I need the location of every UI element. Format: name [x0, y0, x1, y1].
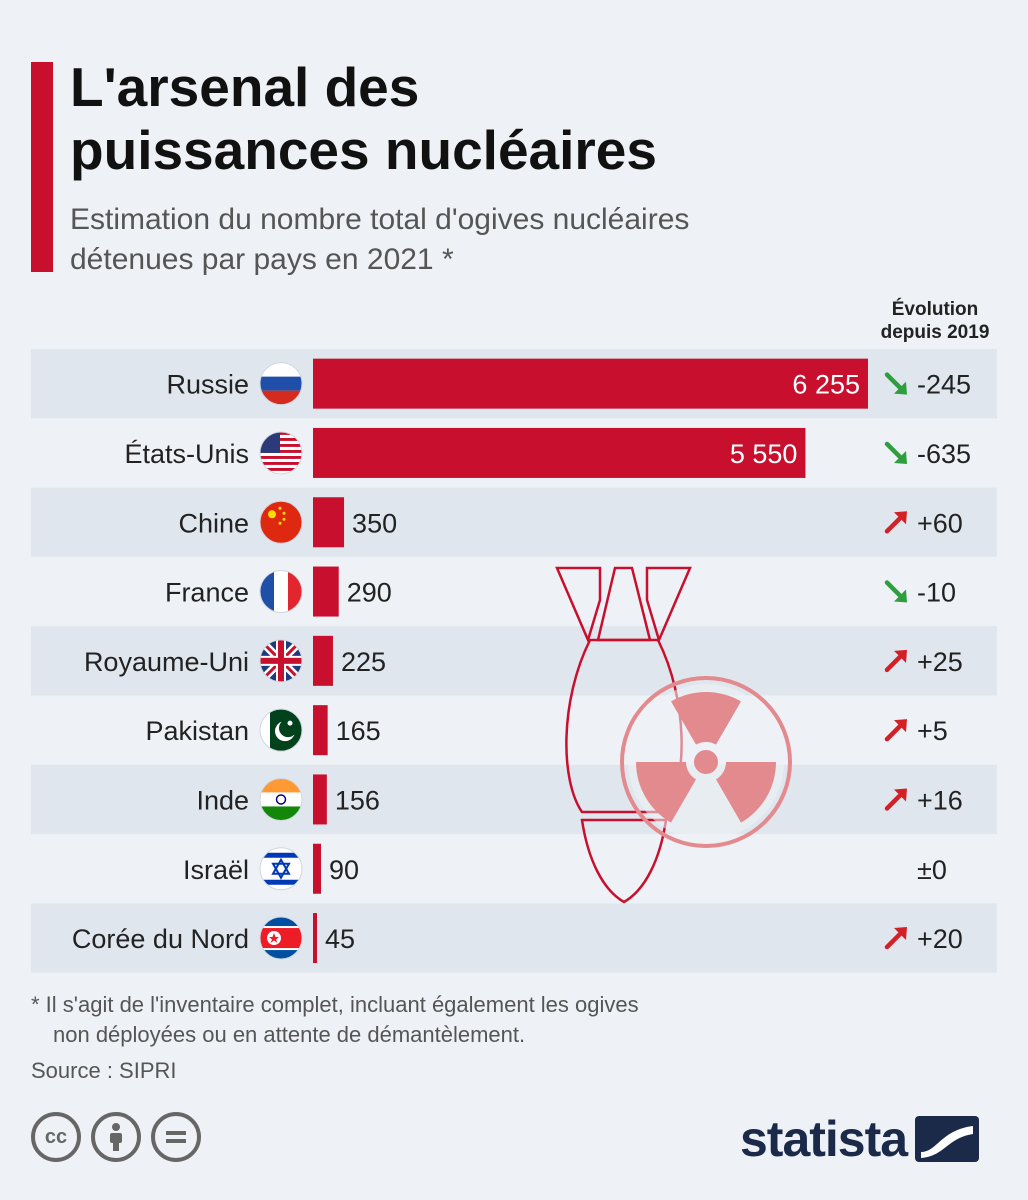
- chart-row: France 290 -10: [165, 566, 956, 617]
- evolution-value: -245: [917, 370, 971, 400]
- russia-flag-icon: [259, 362, 303, 406]
- row-band: [31, 764, 997, 835]
- bar: [313, 497, 345, 548]
- bar: [313, 843, 321, 894]
- bar: [313, 635, 333, 686]
- bar: [313, 913, 317, 964]
- bar: [313, 705, 328, 756]
- chart-row: Chine 350 +60: [178, 497, 963, 548]
- evolution-header-line-2: depuis 2019: [880, 322, 990, 343]
- arrow-up-icon: [884, 788, 907, 811]
- arrow-up-icon: [884, 719, 907, 742]
- footnote-line-1: * Il s'agit de l'inventaire complet, inc…: [31, 992, 639, 1017]
- bar: [313, 427, 806, 478]
- india-flag-icon: [259, 777, 303, 821]
- chart-subtitle: Estimation du nombre total d'ogives nucl…: [70, 200, 970, 280]
- chart-title: L'arsenal des puissances nucléaires: [70, 56, 970, 182]
- value-label: 156: [335, 785, 380, 815]
- france-flag-icon: [259, 570, 303, 614]
- israel-flag-icon: [259, 847, 303, 891]
- evolution-value: +16: [917, 785, 963, 815]
- arrow-up-icon: [884, 511, 907, 534]
- chart-row: Pakistan 165 +5: [145, 705, 948, 756]
- category-label: Royaume-Uni: [84, 647, 249, 677]
- category-label: Israël: [183, 855, 249, 885]
- footnote: * Il s'agit de l'inventaire complet, inc…: [31, 990, 991, 1050]
- evolution-value: +5: [917, 716, 948, 746]
- footnote-line-2: non déployées ou en attente de démantèle…: [53, 1022, 526, 1047]
- evolution-value: +20: [917, 924, 963, 954]
- title-line-2: puissances nucléaires: [70, 119, 657, 181]
- usa-flag-icon: [259, 431, 303, 475]
- brand-name: statista: [740, 1111, 908, 1167]
- value-label: 90: [329, 855, 359, 885]
- chart-row: Russie 6 255 -245: [166, 358, 971, 409]
- subtitle-line-2: détenues par pays en 2021 *: [70, 243, 454, 276]
- category-label: France: [165, 578, 249, 608]
- row-band: [31, 626, 997, 696]
- row-band: [31, 903, 997, 973]
- attribution-icon[interactable]: [91, 1112, 141, 1162]
- evolution-value: +25: [917, 647, 963, 677]
- arrow-down-icon: [884, 441, 907, 464]
- arrow-down-icon: [884, 372, 907, 395]
- license-icons: cc: [31, 1112, 201, 1162]
- title-accent-bar: [31, 62, 53, 272]
- bar: [313, 566, 339, 617]
- chart-row: Royaume-Uni 225 +25: [84, 635, 963, 686]
- arrow-down-icon: [884, 580, 907, 603]
- value-label: 290: [347, 578, 392, 608]
- pakistan-flag-icon: [259, 708, 303, 752]
- title-line-1: L'arsenal des: [70, 56, 420, 118]
- evolution-value: -10: [917, 578, 956, 608]
- evolution-value: +60: [917, 508, 963, 538]
- chart-row: États-Unis 5 550 -635: [124, 427, 971, 478]
- chart-row: Israël 90 ±0: [183, 843, 947, 894]
- category-label: États-Unis: [124, 439, 249, 469]
- arrow-up-icon: [884, 649, 907, 673]
- value-label: 165: [336, 716, 381, 746]
- evolution-value: ±0: [917, 855, 947, 885]
- evolution-header-line-1: Évolution: [891, 299, 979, 320]
- value-label: 6 255: [792, 370, 860, 400]
- uk-flag-icon: [259, 639, 303, 683]
- china-flag-icon: [259, 500, 303, 544]
- value-label: 45: [325, 924, 355, 954]
- subtitle-line-1: Estimation du nombre total d'ogives nucl…: [70, 203, 690, 236]
- bar: [313, 358, 868, 409]
- nuclear-bomb-illustration: [555, 566, 792, 904]
- evolution-value: -635: [917, 439, 971, 469]
- category-label: Corée du Nord: [72, 924, 249, 954]
- chart-row: Corée du Nord 45 +20: [72, 913, 963, 964]
- bar: [313, 774, 327, 825]
- value-label: 350: [352, 508, 397, 538]
- row-band: [31, 487, 997, 557]
- source-note: Source : SIPRI: [31, 1058, 177, 1083]
- category-label: Russie: [166, 370, 249, 400]
- evolution-column-header: Évolution depuis 2019: [860, 298, 1010, 344]
- category-label: Chine: [178, 508, 249, 538]
- category-label: Inde: [196, 785, 249, 815]
- statista-logo[interactable]: statista: [740, 1110, 980, 1168]
- statista-mark-icon: [915, 1116, 980, 1162]
- north-korea-flag-icon: [259, 916, 303, 960]
- creative-commons-icon[interactable]: cc: [31, 1112, 81, 1162]
- arrow-up-icon: [884, 927, 907, 950]
- value-label: 5 550: [730, 439, 798, 469]
- chart-row: Inde 156 +16: [196, 774, 963, 825]
- no-derivatives-icon[interactable]: [151, 1112, 201, 1162]
- value-label: 225: [341, 647, 386, 677]
- category-label: Pakistan: [145, 716, 249, 746]
